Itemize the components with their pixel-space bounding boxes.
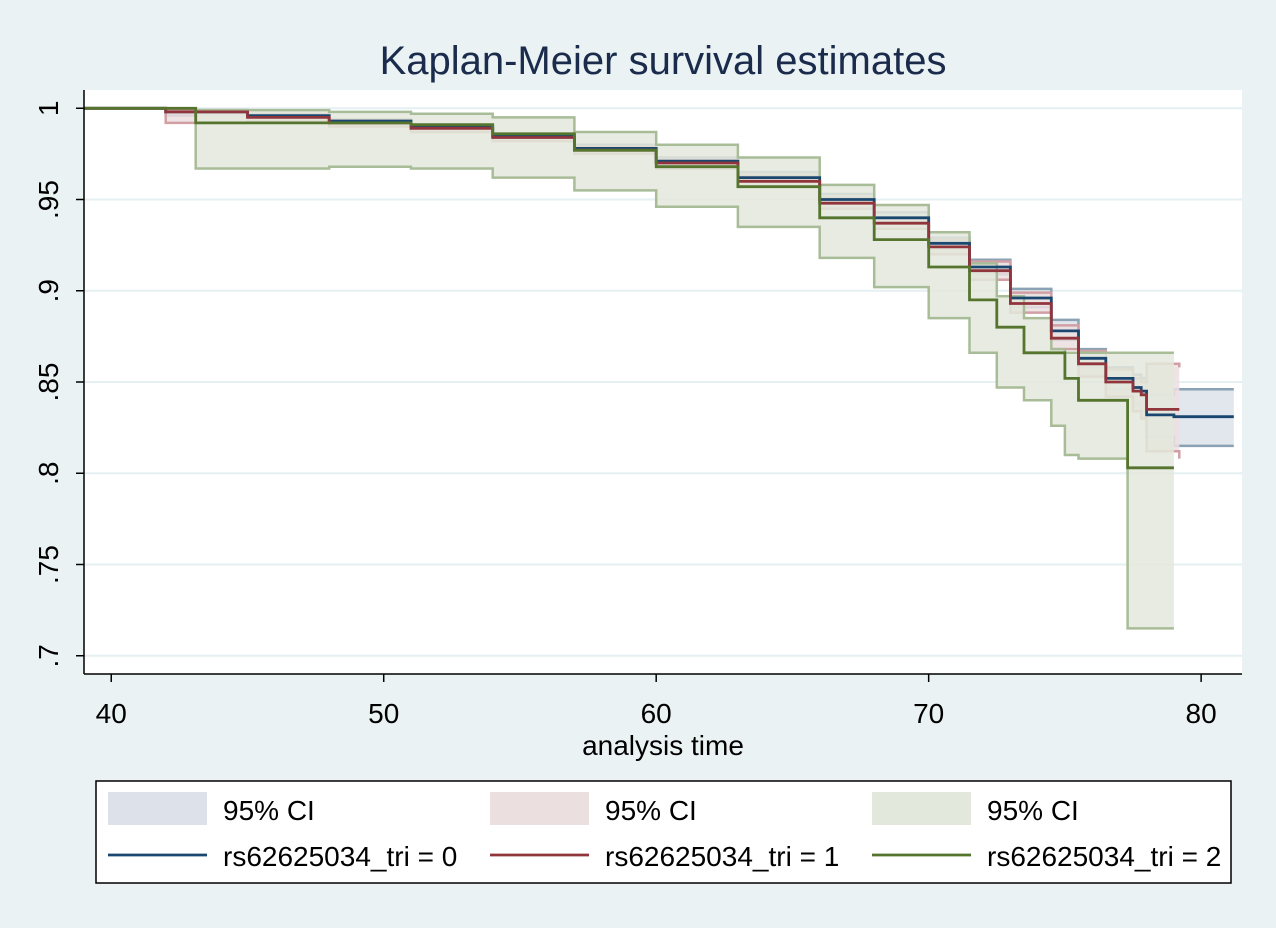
ci-lower-series-2: [84, 107, 1174, 630]
survival-line-series-2: [84, 106, 1174, 470]
legend-ci-swatch: [872, 792, 971, 825]
y-tick-label: .95: [33, 180, 64, 219]
ci-upper-series-2: [84, 107, 1174, 355]
x-tick-label: 50: [368, 698, 399, 729]
x-ticks: 40 50 60 70 80: [96, 674, 1217, 729]
legend-ci-label: 95% CI: [987, 795, 1079, 826]
legend: 95% CI rs62625034_tri = 0 95% CI rs62625034…: [108, 792, 1221, 872]
legend-series-label: rs62625034_tri = 2: [987, 841, 1221, 872]
y-tick-label: .9: [33, 279, 64, 302]
chart-title: Kaplan-Meier survival estimates: [380, 39, 947, 83]
y-tick-label: .75: [33, 545, 64, 584]
survival-curves: [84, 106, 1234, 470]
y-tick-label: 1: [33, 101, 64, 117]
x-tick-label: 60: [641, 698, 672, 729]
legend-series-label: rs62625034_tri = 1: [605, 841, 839, 872]
y-tick-label: .7: [33, 644, 64, 667]
legend-ci-swatch: [108, 792, 207, 825]
x-tick-label: 40: [96, 698, 127, 729]
y-ticks: .7 .75 .8 .85 .9 .95 1: [33, 101, 84, 667]
y-tick-label: .85: [33, 363, 64, 402]
legend-ci-label: 95% CI: [605, 795, 697, 826]
x-axis-title: analysis time: [582, 730, 744, 761]
legend-series-label: rs62625034_tri = 0: [223, 841, 457, 872]
legend-box: [95, 780, 1232, 884]
x-tick-label: 70: [913, 698, 944, 729]
legend-ci-swatch: [490, 792, 589, 825]
x-tick-label: 80: [1186, 698, 1217, 729]
y-tick-label: .8: [33, 462, 64, 485]
legend-ci-label: 95% CI: [223, 795, 315, 826]
